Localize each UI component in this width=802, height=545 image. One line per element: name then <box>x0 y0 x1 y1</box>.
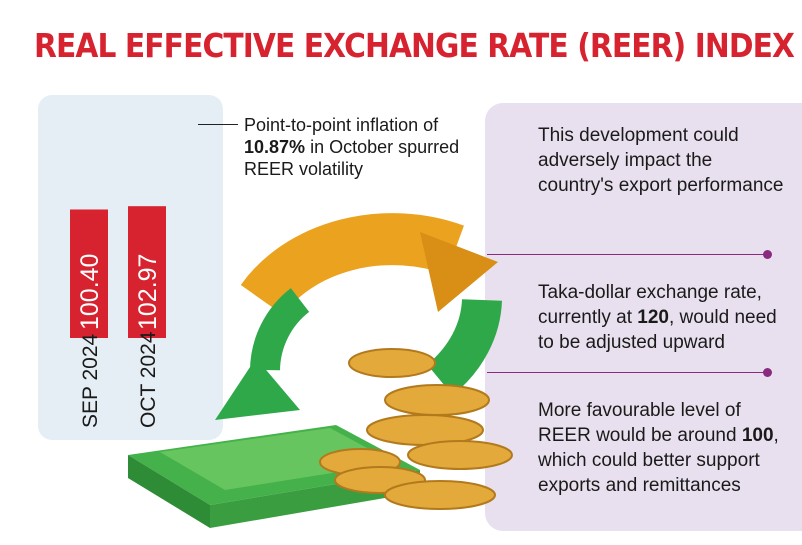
exchange-rate-highlight: 120 <box>637 307 669 328</box>
key-point-2: Taka-dollar exchange rate, currently at … <box>538 280 788 355</box>
annotation-leader-line <box>198 124 238 125</box>
key-point-2-text-before: Taka-dollar exchange rate, currently at <box>538 282 762 328</box>
key-point-3-text-before: More favourable level of REER would be a… <box>538 400 742 446</box>
infographic-title: REAL EFFECTIVE EXCHANGE RATE (REER) INDE… <box>34 26 795 65</box>
banknote-top <box>160 428 395 490</box>
annotation-text-before: Point-to-point inflation of <box>244 115 439 135</box>
green-cycle-arrow <box>426 298 502 396</box>
green-arrowhead <box>215 358 300 420</box>
bar-value-label: 100.40 <box>76 254 104 330</box>
coin-stack <box>319 348 513 510</box>
bar-sep-2024 <box>70 209 108 338</box>
bar-oct-2024 <box>128 206 166 338</box>
key-point-3-text-after: , which could better support exports and… <box>538 425 779 496</box>
divider-1 <box>487 254 767 255</box>
divider-1-dot <box>763 250 772 259</box>
key-point-2-text-after: , would need to be adjusted upward <box>538 307 777 353</box>
key-point-1-text: This development could adversely impact … <box>538 125 784 196</box>
key-point-1: This development could adversely impact … <box>538 123 788 198</box>
orange-arrowhead <box>420 232 498 312</box>
category-label: OCT 2024 <box>137 331 160 428</box>
key-point-3: More favourable level of REER would be a… <box>538 398 788 498</box>
bar-value-label: 102.97 <box>134 254 162 330</box>
key-points-panel <box>485 103 802 531</box>
inflation-highlight: 10.87% <box>244 137 306 157</box>
green-cycle-arrow-left <box>250 288 310 371</box>
annotation-text-after: in October spurred REER volatility <box>244 137 460 179</box>
reer-target-highlight: 100 <box>741 425 774 446</box>
inflation-annotation: Point-to-point inflation of 10.87% in Oc… <box>244 114 484 180</box>
category-label: SEP 2024 <box>79 333 102 428</box>
divider-2 <box>487 372 767 373</box>
cash-stack-side <box>128 455 210 528</box>
divider-2-dot <box>763 368 772 377</box>
